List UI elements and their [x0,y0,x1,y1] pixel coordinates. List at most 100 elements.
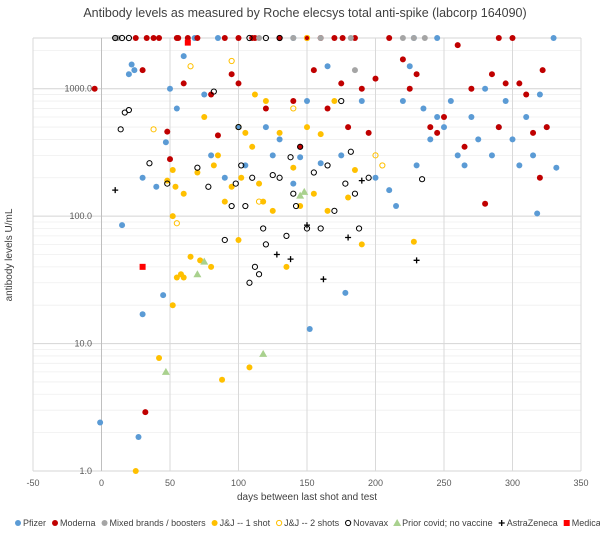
moderna-point [441,113,447,120]
novavax-point [246,279,253,286]
pfizer-point [406,63,413,70]
legend-label-astrazeneca: AstraZeneca [507,518,558,528]
pfizer-point [475,136,482,143]
j-j-1-shot-point [187,253,194,260]
pfizer-point [290,180,297,187]
mixed-brands-boosters-point [351,67,358,74]
novavax-point [338,97,345,105]
j-j-1-shot-point [304,124,310,131]
pfizer-point [153,183,160,190]
legend-label-moderna: Moderna [60,518,96,528]
pfizer-point [553,164,560,171]
novavax-point [355,225,363,232]
j-j-2-shots-point [255,198,263,205]
x-tick-label: 0 [99,478,104,488]
legend-label-medicago: Medicago [572,518,600,528]
moderna-point [156,35,163,41]
moderna-point [167,156,173,163]
medicago-point [139,263,146,270]
moderna-point [214,132,221,139]
astrazeneca-point [304,222,310,229]
moderna-point [150,35,157,41]
moderna-point [228,71,235,78]
moderna-point [338,80,345,87]
novavax-point [276,174,283,181]
pfizer-point [162,139,169,146]
novavax-point [210,88,217,95]
pfizer-point [125,71,132,78]
pfizer-point [167,85,173,92]
novavax-point [260,225,267,232]
pfizer-point [128,61,135,68]
j-j-1-shot-point [194,169,201,176]
j-j-1-shot-point [177,271,184,278]
pfizer-point [420,105,427,112]
moderna-point [142,409,149,416]
j-j-1-shot-point [172,183,179,190]
legend-label-prior-covid-no-vaccine: Prior covid; no vaccine [402,518,493,528]
pfizer-point [502,98,509,105]
pfizer-point [214,35,221,41]
j-j-1-shot-point [208,263,215,270]
novavax-point [255,271,263,278]
moderna-point [180,80,187,87]
pfizer-point [173,105,180,112]
j-j-1-shot-point [317,131,324,138]
pfizer-point [393,203,400,210]
j-j-1-shot-point [256,180,263,187]
legend-label-mixed-brands-boosters: Mixed brands / boosters [110,518,207,528]
legend-label-novavax: Novavax [353,518,389,528]
legend-marker-novavax [345,519,352,527]
mixed-brands-boosters-point [347,35,354,41]
j-j-2-shots-point [150,126,157,133]
moderna-point [310,67,317,74]
x-tick-label: 300 [505,478,520,488]
moderna-point [495,35,502,41]
pfizer-point [523,113,530,120]
novavax-point [232,180,239,187]
novavax-point [118,34,126,42]
novavax-point [205,183,212,190]
grid-layer [32,37,582,472]
j-j-1-shot-point [290,164,297,171]
moderna-point [91,85,98,92]
y-axis-label: antibody levels U/mL [4,208,15,301]
moderna-point [143,35,150,41]
moderna-point [351,35,358,41]
novavax-point [246,34,253,42]
novavax-point [324,162,331,169]
moderna-point [358,85,365,92]
pfizer-point [530,152,537,159]
pfizer-point [536,91,543,98]
pfizer-point [304,98,310,105]
moderna-point [523,91,530,98]
novavax-point [351,190,359,197]
legend-label-j-j-1-shot: J&J -- 1 shot [220,518,271,528]
pfizer-point [135,433,142,440]
y-tick-label: 1000.0 [64,84,92,94]
pfizer-point [427,136,434,143]
novavax-point [262,34,269,42]
pfizer-point [131,67,138,74]
moderna-point [372,75,379,82]
x-tick-label: 200 [368,478,383,488]
pfizer-point [221,174,228,181]
pfizer-point [139,311,146,318]
j-j-2-shots-point [290,105,297,112]
moderna-point [235,80,242,87]
j-j-2-shots-point [303,34,311,42]
legend-label-j-j-2-shots: J&J -- 2 shots [284,518,340,528]
j-j-2-shots-point [187,63,194,70]
astrazeneca-point [345,234,352,241]
x-tick-label: 150 [299,478,314,488]
j-j-2-shots-point [228,57,235,65]
pfizer-point [317,160,324,167]
mixed-brands-boosters-point [410,35,417,41]
j-j-1-shot-point [169,213,176,220]
j-j-1-shot-point [235,236,242,243]
j-j-1-shot-point [310,190,317,197]
pfizer-point [434,113,441,120]
x-axis-label: days between last shot and test [237,492,377,503]
moderna-point [365,129,372,136]
x-tick-label: 100 [231,478,246,488]
